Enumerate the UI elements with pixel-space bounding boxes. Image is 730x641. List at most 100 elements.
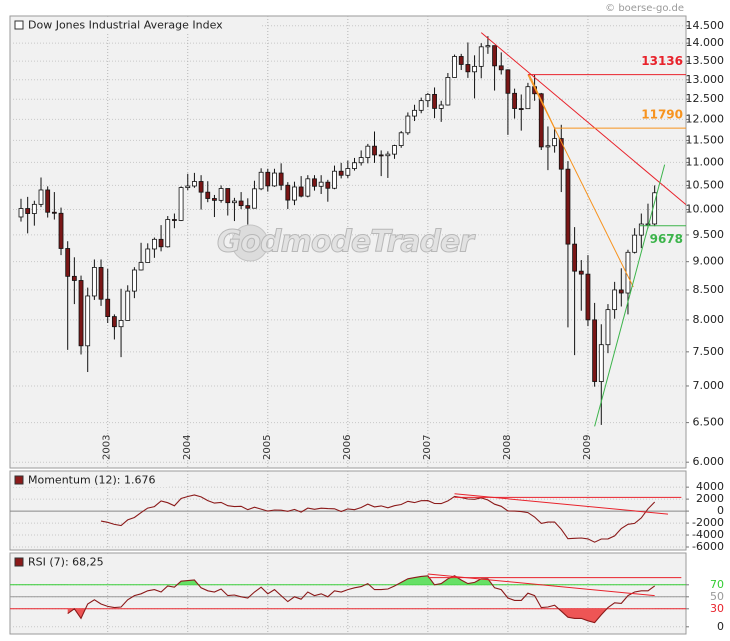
plot-area <box>10 16 686 468</box>
x-tick-label: 2007 <box>422 435 433 460</box>
candle-body <box>31 203 37 214</box>
candle-body <box>392 145 397 155</box>
annotation-label: 11790 <box>641 108 683 122</box>
y-tick-label: -4000 <box>692 528 724 541</box>
y-tick-label: 10.500 <box>686 178 725 191</box>
candle-body <box>265 171 271 187</box>
y-tick-label: 8.500 <box>693 283 725 296</box>
candle-body <box>458 56 464 65</box>
candle-body <box>238 200 244 207</box>
candle-body <box>105 298 111 317</box>
candle-body <box>358 157 364 164</box>
y-tick-label: 30 <box>710 602 724 615</box>
candle-body <box>505 69 511 94</box>
candle-body <box>452 56 457 78</box>
candle-body <box>558 138 564 170</box>
trendline <box>528 74 556 129</box>
candle-body <box>312 178 317 187</box>
x-tick-label: 2003 <box>102 435 113 460</box>
candle-body <box>512 92 517 109</box>
plot-area <box>10 553 686 634</box>
candle-body <box>365 145 371 158</box>
candle-body <box>445 77 451 106</box>
candle-body <box>272 172 277 187</box>
candle-body <box>305 178 311 197</box>
candle-body <box>152 238 157 250</box>
candle-body <box>172 219 177 221</box>
candle-body <box>65 248 71 277</box>
candle-body <box>71 275 77 281</box>
candle-body <box>252 188 257 209</box>
candle-body <box>98 267 104 300</box>
y-tick-label: 7.000 <box>693 379 725 392</box>
candle-body <box>192 181 197 187</box>
title-icon <box>14 20 24 30</box>
candle-body <box>332 170 337 189</box>
candle-body <box>525 86 531 110</box>
title-background <box>11 554 130 569</box>
candle-body <box>298 186 304 197</box>
trendline <box>480 32 686 206</box>
y-tick-label: 0 <box>717 620 724 633</box>
candle-body <box>438 104 444 109</box>
y-tick-label: 12.000 <box>686 112 725 125</box>
candle-body <box>165 219 171 248</box>
y-tick-label: 11.000 <box>686 155 725 168</box>
candle-body <box>111 316 117 328</box>
candle-body <box>498 65 504 71</box>
y-tick-label: 2000 <box>696 492 724 505</box>
candle-body <box>25 208 31 214</box>
candle-body <box>338 170 344 176</box>
candle-body <box>212 198 217 201</box>
candle-body <box>618 289 624 294</box>
y-tick-label: -2000 <box>692 516 724 529</box>
y-tick-label: 9.500 <box>693 228 725 241</box>
candle-body <box>345 168 351 176</box>
candle-body <box>45 189 51 213</box>
candle-body <box>578 270 584 275</box>
y-tick-label: 70 <box>710 578 724 591</box>
y-tick-label: -6000 <box>692 540 724 553</box>
trendline <box>594 164 666 427</box>
candle-body <box>325 181 331 189</box>
y-tick-label: 10.000 <box>686 203 725 216</box>
level-fill <box>67 608 655 623</box>
y-tick-label: 4000 <box>696 480 724 493</box>
candle-body <box>378 154 384 157</box>
candle-body <box>645 223 651 226</box>
trendline <box>427 573 655 597</box>
candle-body <box>605 309 611 346</box>
y-tick-label: 9.000 <box>693 255 725 268</box>
title-background <box>11 472 169 487</box>
candle-body <box>432 93 437 109</box>
candle-body <box>185 185 191 188</box>
candle-body <box>465 64 471 73</box>
copyright: © boerse-go.de <box>605 3 684 14</box>
watermark: GodmodeTrader <box>217 225 476 260</box>
title-background <box>11 17 262 32</box>
candle-body <box>278 172 284 186</box>
title-icon <box>14 475 24 485</box>
candle-body <box>472 65 477 73</box>
candle-body <box>91 267 97 297</box>
candle-body <box>18 208 24 218</box>
candle-body <box>632 234 638 253</box>
candle-body <box>258 171 264 190</box>
y-tick-label: 13.500 <box>686 54 725 67</box>
candle-body <box>572 243 578 272</box>
candle-body <box>225 188 231 204</box>
candle-body <box>478 46 484 67</box>
candle-body <box>592 319 598 382</box>
y-tick-label: 14.000 <box>686 36 725 49</box>
trendline <box>454 493 669 515</box>
plot-area <box>10 471 686 550</box>
candle-body <box>492 45 497 67</box>
candle-body <box>385 153 391 157</box>
candle-body <box>218 188 224 201</box>
title-icon <box>14 557 24 567</box>
candle-body <box>145 248 151 263</box>
line <box>100 494 656 543</box>
candle-body <box>138 262 144 271</box>
